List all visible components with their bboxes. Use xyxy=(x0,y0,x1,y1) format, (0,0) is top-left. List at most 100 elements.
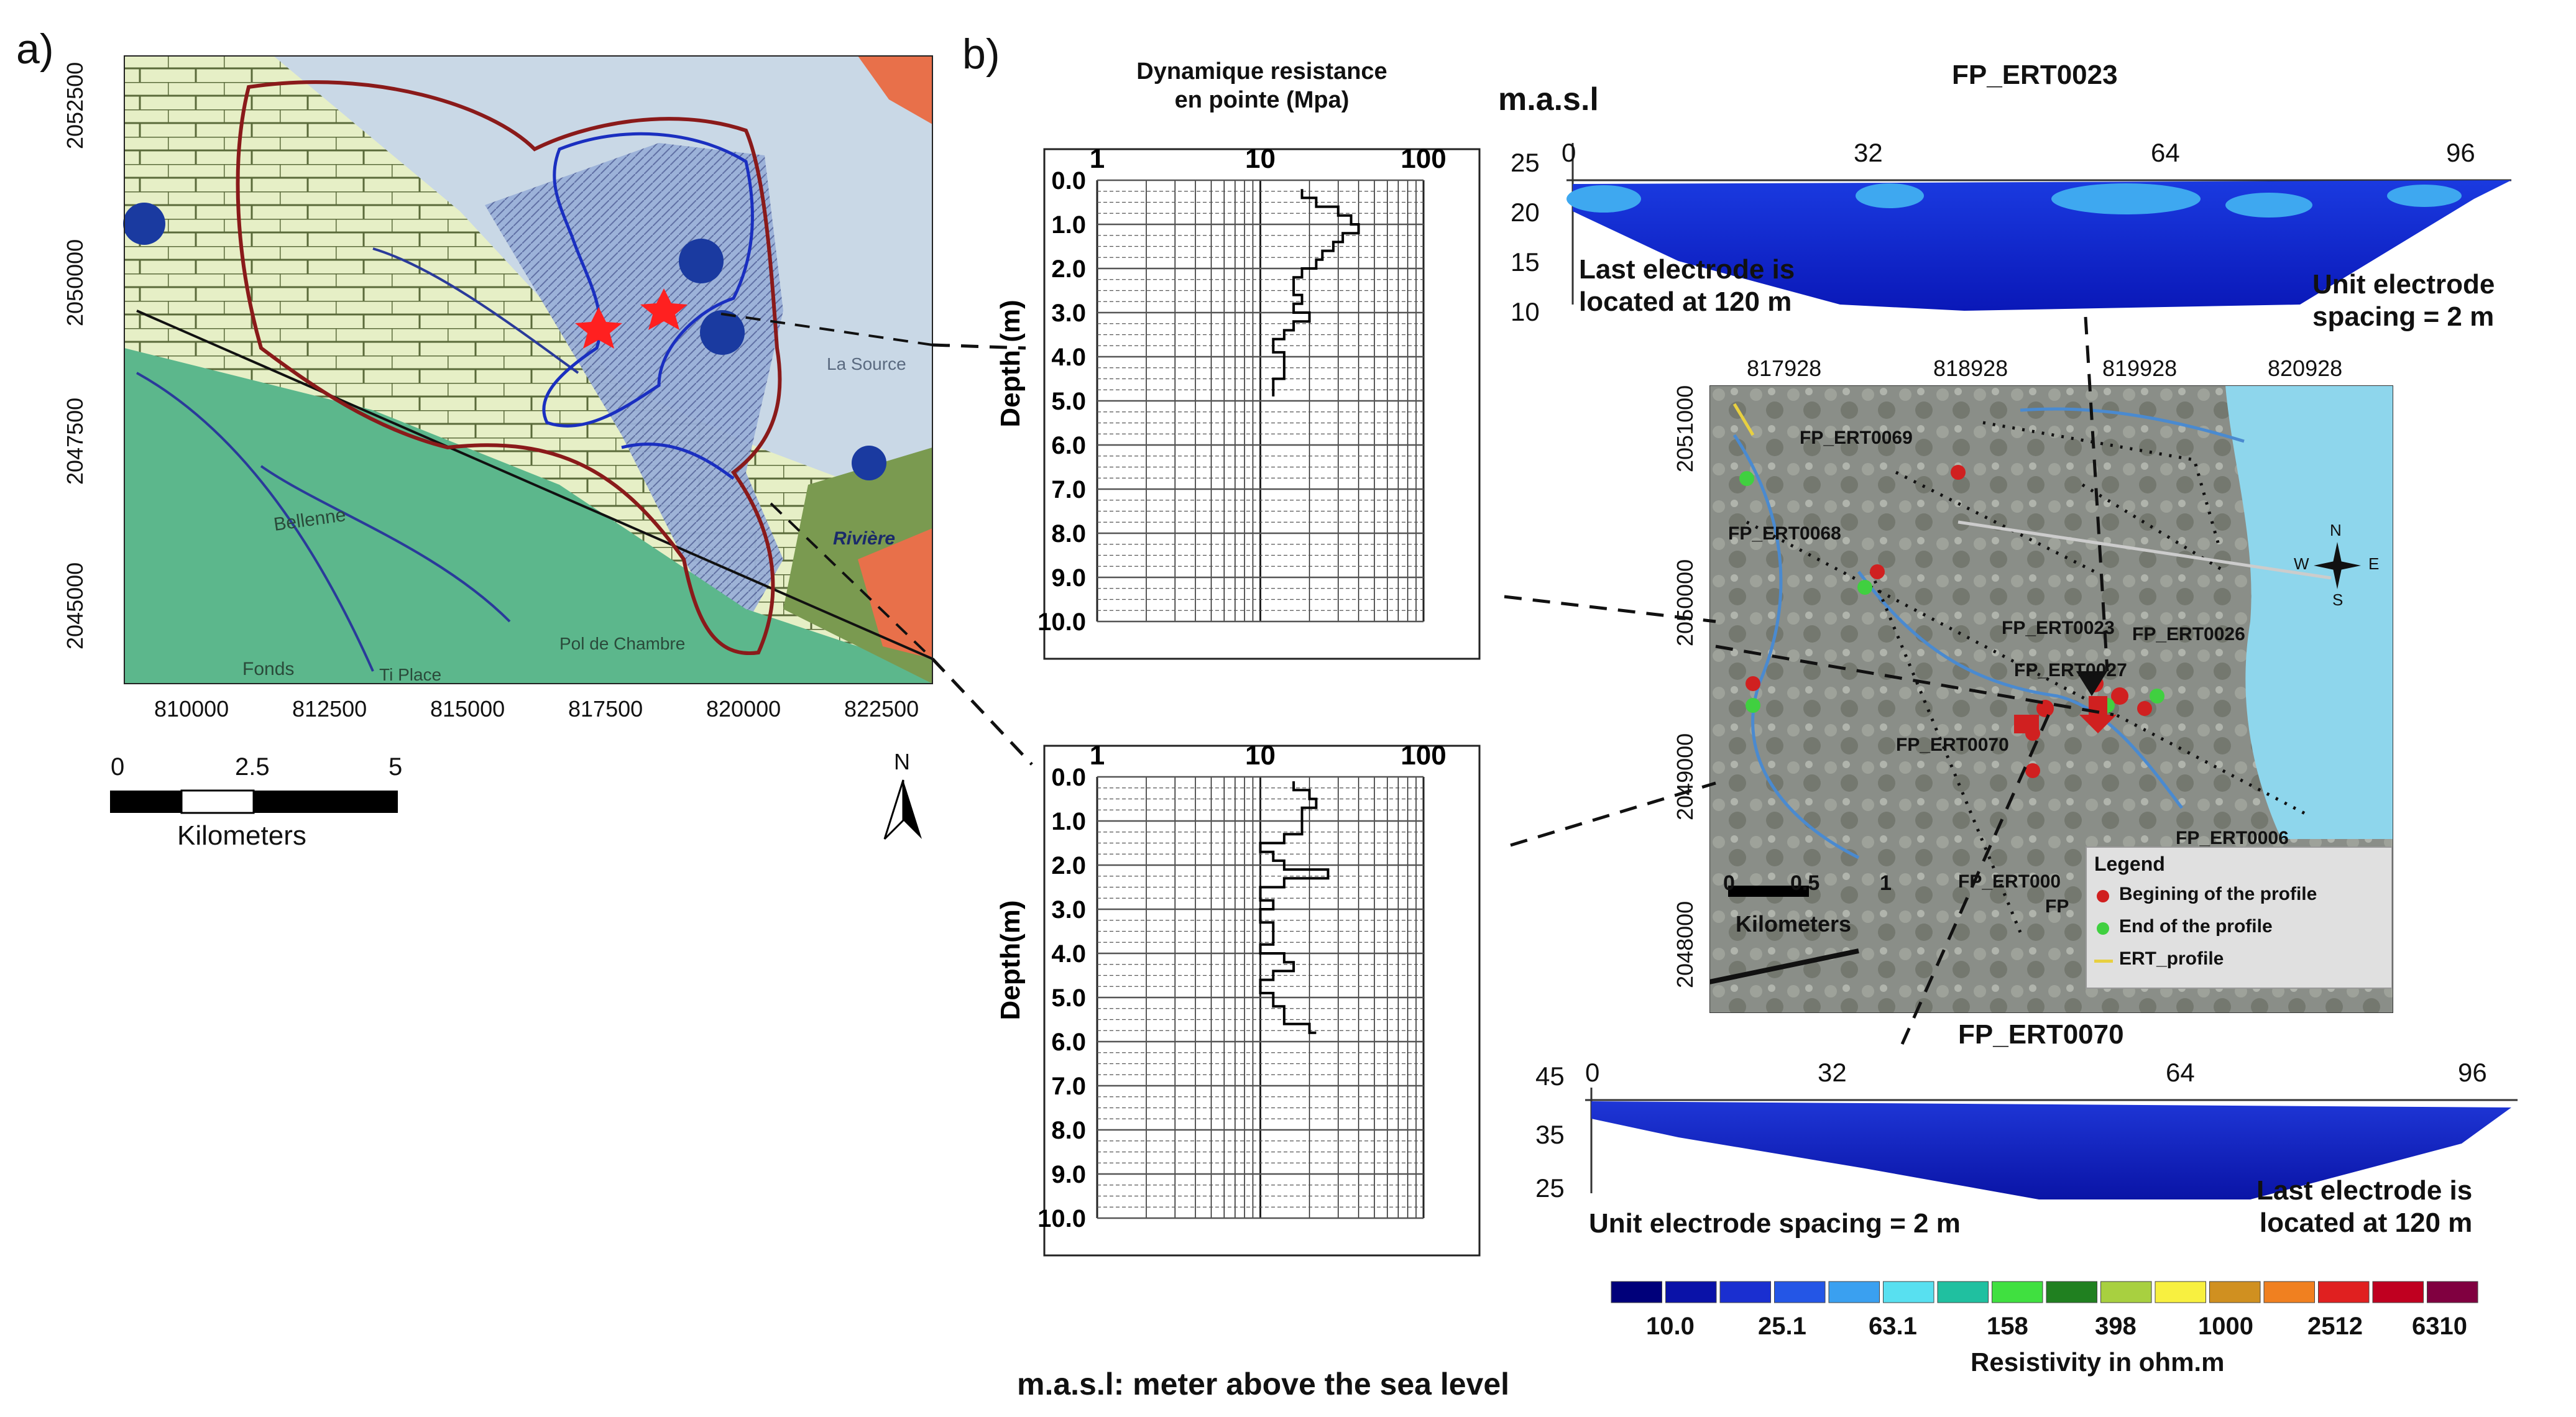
depth-tick: 4.0 xyxy=(1051,344,1086,371)
profile-label: FP_ERT0027 xyxy=(2014,660,2127,681)
penetrometer-plot-top: 1 10 100 0.0 1.0 2.0 3.0 4.0 5.0 6.0 7.0 8.0 9.0 10.0… xyxy=(995,144,1481,660)
depth-tick: 9.0 xyxy=(1051,1161,1086,1188)
ert-top-title: FP_ERT0023 xyxy=(1952,60,2118,90)
compass-w: W xyxy=(2294,554,2309,573)
ert-bottom-y-tick: 35 xyxy=(1535,1120,1565,1149)
ert-bottom-y-tick: 45 xyxy=(1535,1062,1565,1091)
pen-series-top xyxy=(1272,189,1360,397)
colorbar-swatch xyxy=(1719,1281,1771,1303)
ert-top-section xyxy=(1566,143,2511,311)
map-word: Fonds xyxy=(242,659,295,679)
volcanic-unit xyxy=(124,348,932,684)
ert-bottom-note-right: Last electrode is located at 120 m xyxy=(2256,1175,2473,1238)
colorbar-ticks: 10.0 25.1 63.1 158 398 1000 2512 6310 xyxy=(1610,1313,2480,1344)
profile-label: FP_ERT0068 xyxy=(1728,523,1841,544)
depth-tick: 3.0 xyxy=(1051,300,1086,327)
map-word: Pol de Chambre xyxy=(559,634,686,653)
y-tick: 2045000 xyxy=(62,562,88,649)
penetrometer-plot-bottom: 1 10 100 0.0 1.0 2.0 3.0 4.0 5.0 6.0 7.0 8.0 9.0 10.0… xyxy=(995,740,1481,1257)
site-map-y-tick: 2051000 xyxy=(1672,385,1698,472)
legend-label: End of the profile xyxy=(2119,916,2273,937)
depth-tick: 0.0 xyxy=(1051,764,1086,791)
x-axis-ticks: 810000 812500 815000 817500 820000 82250… xyxy=(154,696,956,727)
x-tick: 810000 xyxy=(154,696,229,722)
scale-bar xyxy=(110,789,398,814)
legend-swatch-end xyxy=(2097,922,2109,935)
map-word: Ti Place xyxy=(379,665,442,684)
spring-marker xyxy=(700,310,745,355)
rivers xyxy=(136,247,579,672)
site-map-y-tick: 2049000 xyxy=(1672,733,1698,820)
subbasin-boundary xyxy=(542,132,754,428)
colorbar-swatch xyxy=(1611,1281,1662,1303)
colorbar-swatch xyxy=(2372,1281,2424,1303)
depth-tick: 0.0 xyxy=(1051,167,1086,195)
legend-swatch-begin xyxy=(2097,890,2109,902)
ert-top-note-left: Last electrode is located at 120 m xyxy=(1579,254,1795,317)
depth-tick: 2.0 xyxy=(1051,852,1086,879)
scale-tick: 5 xyxy=(389,753,403,781)
profile-label: FP_ERT0023 xyxy=(2002,618,2115,638)
depth-tick: 1.0 xyxy=(1051,808,1086,835)
orange-unit-top xyxy=(858,56,932,124)
fault-line xyxy=(136,310,932,660)
depth-tick: 6.0 xyxy=(1051,1029,1086,1056)
pen-x-tick: 10 xyxy=(1245,740,1276,771)
colorbar-swatch xyxy=(2046,1281,2097,1303)
colorbar-tick: 10.0 xyxy=(1646,1313,1695,1340)
map-word: La Source xyxy=(827,354,906,374)
depth-tick: 5.0 xyxy=(1051,984,1086,1012)
x-tick: 822500 xyxy=(844,696,919,722)
depth-tick: 7.0 xyxy=(1051,476,1086,503)
depth-tick: 5.0 xyxy=(1051,388,1086,415)
colorbar-swatch xyxy=(1883,1281,1934,1303)
depth-tick: 9.0 xyxy=(1051,564,1086,592)
panel-a-label: a) xyxy=(16,25,54,73)
depth-tick: 1.0 xyxy=(1051,211,1086,239)
colorbar-tick: 25.1 xyxy=(1758,1313,1806,1340)
masl-definition: m.a.s.l: meter above the sea level xyxy=(1017,1367,1510,1401)
ert-top-x-ticks: 0 32 64 96 xyxy=(1562,138,2475,167)
site-legend: Legend Begining of the profile End of th… xyxy=(2086,846,2393,989)
colorbar-swatch xyxy=(2318,1281,2370,1303)
colorbar-tick: 158 xyxy=(1987,1313,2028,1340)
pen-x-tick: 100 xyxy=(1401,144,1446,174)
site-map-y-tick: 2048000 xyxy=(1672,901,1698,988)
profile-label: FP xyxy=(2045,896,2069,917)
pen-x-tick: 100 xyxy=(1401,740,1446,771)
x-tick: 812500 xyxy=(292,696,367,722)
map-word: Rivière xyxy=(833,528,896,549)
subbasin-boundary-2 xyxy=(621,443,735,480)
watershed-boundary xyxy=(236,80,782,656)
resistivity-colorbar xyxy=(1611,1281,2478,1303)
colorbar-title: Resistivity in ohm.m xyxy=(1971,1347,2225,1377)
legend-title: Legend xyxy=(2094,853,2165,875)
pen-x-tick: 10 xyxy=(1245,144,1276,174)
profile-label: FP_ERT0069 xyxy=(1800,428,1913,448)
panel-b-label: b) xyxy=(962,30,1000,78)
colorbar-swatch xyxy=(2427,1281,2478,1303)
legend-label: ERT_profile xyxy=(2119,948,2224,969)
profile-label: FP_ERT0026 xyxy=(2132,624,2245,644)
colorbar-swatch xyxy=(2100,1281,2152,1303)
pen-series-bottom xyxy=(1259,781,1330,1034)
pen-x-tick: 1 xyxy=(1090,144,1105,174)
colorbar-swatch xyxy=(1828,1281,1880,1303)
depth-tick: 4.0 xyxy=(1051,940,1086,968)
colorbar-swatch xyxy=(2209,1281,2261,1303)
pen-y-label: Depth (m) xyxy=(995,300,1026,427)
ert-bottom-note-left: Unit electrode spacing = 2 m xyxy=(1589,1208,1961,1239)
compass-n: N xyxy=(2330,521,2342,539)
orange-unit-bottom xyxy=(858,528,932,659)
geology-map xyxy=(123,55,934,684)
depth-tick: 6.0 xyxy=(1051,432,1086,459)
colorbar-tick: 2512 xyxy=(2307,1313,2363,1340)
x-tick: 817500 xyxy=(568,696,643,722)
colorbar-tick: 63.1 xyxy=(1869,1313,1917,1340)
scale-tick: 0 xyxy=(111,753,125,781)
pen-x-tick: 1 xyxy=(1090,740,1105,771)
ert-bottom-y-tick: 25 xyxy=(1535,1173,1565,1203)
north-arrow-icon xyxy=(883,779,922,840)
compass-rose-icon xyxy=(2314,542,2361,589)
colorbar-tick: 398 xyxy=(2095,1313,2137,1340)
